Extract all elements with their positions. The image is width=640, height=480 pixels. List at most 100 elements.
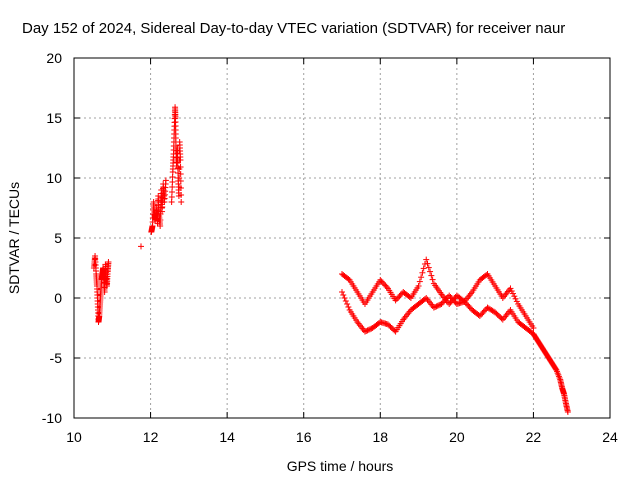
- y-tick-label: 10: [46, 170, 62, 186]
- data-point: [381, 281, 388, 288]
- data-point: [511, 293, 518, 300]
- data-point: [397, 291, 404, 298]
- data-points: [90, 104, 571, 415]
- data-point: [423, 256, 430, 263]
- y-tick-label: -5: [50, 350, 63, 366]
- data-point: [418, 274, 425, 281]
- data-point: [508, 288, 515, 294]
- data-point: [452, 299, 459, 306]
- data-point: [377, 277, 384, 283]
- data-point: [480, 308, 487, 315]
- data-point: [345, 276, 352, 282]
- data-point: [416, 278, 423, 285]
- data-point: [438, 301, 445, 307]
- data-point: [365, 326, 372, 333]
- data-point: [476, 313, 483, 319]
- data-point: [378, 278, 385, 285]
- data-point: [464, 301, 471, 308]
- data-point: [479, 310, 486, 317]
- x-tick-label: 16: [296, 429, 312, 445]
- data-point: [439, 299, 446, 306]
- grid-lines: [74, 58, 610, 418]
- data-point: [105, 259, 112, 265]
- data-point: [530, 325, 537, 331]
- data-point: [162, 177, 169, 184]
- data-point: [481, 307, 488, 314]
- data-point: [391, 327, 398, 334]
- data-point: [552, 366, 559, 372]
- data-point: [483, 272, 490, 278]
- data-point: [157, 223, 164, 229]
- x-tick-label: 22: [526, 429, 542, 445]
- chart-title: Day 152 of 2024, Sidereal Day-to-day VTE…: [22, 20, 565, 37]
- x-tick-label: 18: [372, 429, 388, 445]
- x-tick-label: 20: [449, 429, 465, 445]
- data-point: [138, 243, 144, 250]
- y-axis-label: SDTVAR / TECUs: [6, 182, 22, 294]
- data-point: [364, 327, 371, 334]
- data-point: [447, 299, 454, 306]
- y-tick-label: 5: [54, 230, 62, 246]
- data-point: [342, 298, 349, 304]
- data-point: [157, 217, 164, 223]
- x-axis-label: GPS time / hours: [287, 458, 394, 474]
- tick-labels: 10 12 14 16 18 20 22 24 -10 -5 0 5 10 15 20: [42, 50, 618, 445]
- data-point: [461, 298, 468, 305]
- data-point: [447, 294, 454, 300]
- data-point: [441, 298, 448, 305]
- data-point: [178, 199, 185, 205]
- data-point: [363, 328, 370, 334]
- data-point: [512, 295, 519, 302]
- data-point: [177, 171, 184, 177]
- data-point: [465, 302, 472, 309]
- data-point: [513, 298, 520, 305]
- data-point: [428, 272, 435, 279]
- data-point: [406, 294, 413, 300]
- data-point: [450, 296, 457, 303]
- data-point: [177, 185, 184, 191]
- data-point: [434, 302, 441, 309]
- data-point: [344, 301, 351, 307]
- data-point: [393, 296, 400, 302]
- data-point: [442, 296, 449, 303]
- data-point: [427, 268, 434, 275]
- data-point: [177, 178, 184, 184]
- y-tick-label: 15: [46, 110, 62, 126]
- data-point: [367, 326, 374, 333]
- data-point: [507, 285, 514, 292]
- data-point: [415, 283, 422, 289]
- y-tick-label: -10: [42, 410, 62, 426]
- data-point: [340, 292, 347, 298]
- data-point: [446, 292, 453, 299]
- data-point: [379, 279, 386, 286]
- data-point: [433, 303, 440, 310]
- data-point: [420, 265, 427, 272]
- x-tick-label: 10: [66, 429, 82, 445]
- x-tick-label: 24: [602, 429, 618, 445]
- data-point: [341, 295, 348, 301]
- data-point: [432, 304, 439, 310]
- data-point: [383, 284, 390, 290]
- data-point: [451, 298, 458, 305]
- data-point: [424, 260, 431, 267]
- data-point: [510, 290, 517, 297]
- axes: [73, 57, 611, 419]
- data-point: [429, 276, 436, 283]
- data-point: [345, 304, 352, 310]
- data-point: [435, 302, 442, 309]
- data-point: [339, 289, 345, 295]
- data-point: [395, 294, 402, 301]
- data-point: [392, 297, 399, 304]
- data-point: [564, 409, 571, 415]
- data-point: [177, 157, 184, 163]
- x-tick-label: 14: [219, 429, 235, 445]
- data-point: [177, 164, 184, 170]
- data-point: [421, 296, 428, 302]
- data-point: [382, 282, 389, 289]
- data-point: [425, 264, 432, 271]
- data-point: [478, 311, 485, 318]
- y-tick-label: 0: [54, 290, 62, 306]
- data-point: [462, 300, 469, 306]
